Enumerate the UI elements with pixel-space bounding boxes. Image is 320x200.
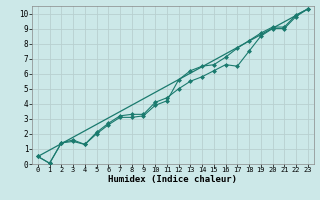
X-axis label: Humidex (Indice chaleur): Humidex (Indice chaleur) — [108, 175, 237, 184]
